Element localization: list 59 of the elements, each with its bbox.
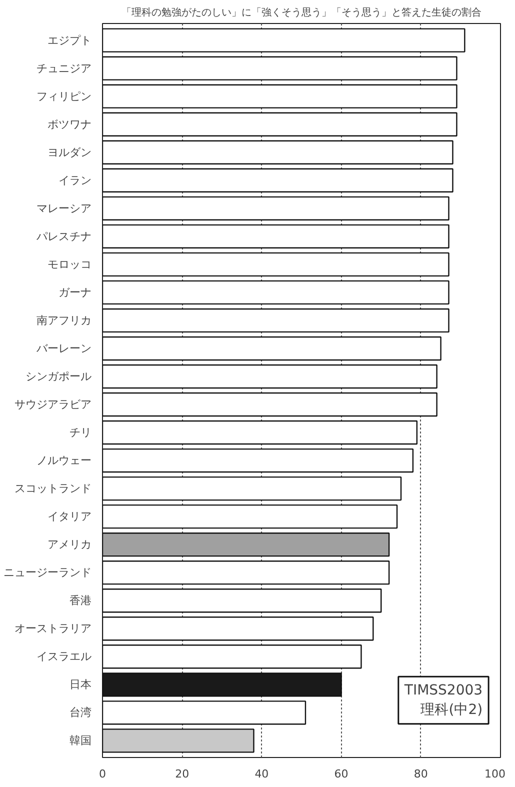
bar xyxy=(102,700,306,725)
x-tick-label: 0 xyxy=(99,768,106,780)
y-tick-label: モロッコ xyxy=(48,258,92,271)
y-tick-label: ガーナ xyxy=(58,286,92,299)
bar xyxy=(102,364,438,389)
annotation: TIMSS2003 理科(中2) xyxy=(403,682,483,718)
bar xyxy=(102,476,402,501)
bar xyxy=(102,588,382,613)
y-tick-label: パレスチナ xyxy=(36,230,92,243)
bar xyxy=(102,560,390,585)
y-tick-label: マレーシア xyxy=(36,202,92,215)
bar xyxy=(102,504,398,529)
bar xyxy=(102,252,450,277)
bar xyxy=(102,168,454,192)
y-tick-label: 香港 xyxy=(70,594,92,608)
y-tick-label: イスラエル xyxy=(36,650,92,664)
bar xyxy=(102,532,390,557)
y-tick-label: バーレーン xyxy=(36,342,92,355)
y-tick-label: ニュージーランド xyxy=(4,566,92,580)
y-tick-label: チュニジア xyxy=(36,62,92,75)
bar xyxy=(102,448,414,473)
y-tick-label: イラン xyxy=(58,174,92,187)
y-tick-label: エジプト xyxy=(48,34,92,47)
y-tick-label: 日本 xyxy=(70,678,92,692)
chart-title: 「理科の勉強がたのしい」に「強くそう思う」「そう思う」と答えた生徒の割合 xyxy=(122,6,482,18)
bar xyxy=(102,392,438,417)
bar xyxy=(102,84,458,108)
bar xyxy=(102,56,458,80)
y-tick-label: イタリア xyxy=(48,510,92,524)
bar xyxy=(102,112,458,136)
bar xyxy=(102,644,362,669)
y-tick-label: ヨルダン xyxy=(48,146,92,159)
y-tick-label: チリ xyxy=(70,426,92,440)
bar xyxy=(102,196,450,220)
y-tick-label: シンガポール xyxy=(26,370,92,383)
y-tick-label: スコットランド xyxy=(14,482,92,496)
x-tick-label: 40 xyxy=(254,768,269,780)
bar xyxy=(102,308,450,333)
y-tick-label: フィリピン xyxy=(36,90,92,103)
bar xyxy=(102,336,442,361)
y-tick-label: 南アフリカ xyxy=(36,314,92,327)
y-tick-label: アメリカ xyxy=(48,538,92,552)
bar xyxy=(102,728,254,753)
y-tick-label: オーストラリア xyxy=(14,622,92,636)
x-tick-label: 80 xyxy=(414,768,428,780)
y-tick-label: サウジアラビア xyxy=(14,398,92,412)
bar xyxy=(102,420,418,445)
bar xyxy=(102,140,454,164)
y-tick-label: ボツワナ xyxy=(48,118,92,131)
bar xyxy=(102,224,450,248)
x-tick-label: 20 xyxy=(175,768,190,780)
bar xyxy=(102,28,466,52)
bar xyxy=(102,616,374,641)
y-tick-label: 台湾 xyxy=(70,706,92,720)
y-tick-label: 韓国 xyxy=(70,734,92,748)
x-tick-label: 60 xyxy=(334,768,348,780)
bar xyxy=(102,280,450,305)
x-tick-label: 100 xyxy=(484,768,506,780)
y-tick-label: ノルウェー xyxy=(36,454,92,468)
